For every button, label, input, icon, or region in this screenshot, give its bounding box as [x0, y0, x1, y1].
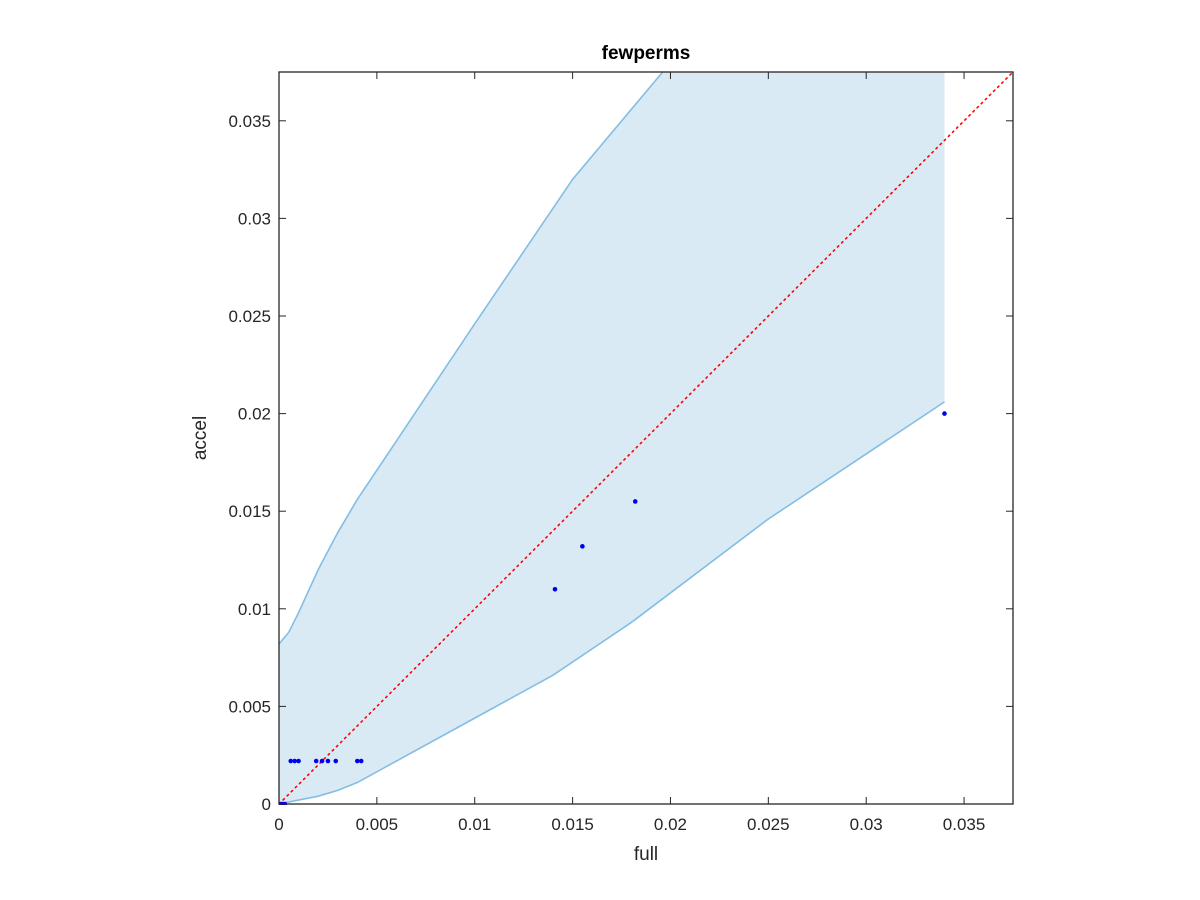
x-tick-label: 0.015 [551, 815, 594, 834]
data-point [354, 758, 360, 764]
identity-line [279, 71, 1014, 805]
y-tick-label: 0.03 [238, 209, 271, 228]
y-tick-label: 0 [262, 795, 271, 814]
x-tick-label: 0 [274, 815, 283, 834]
data-point [325, 758, 331, 764]
axes: 0 0.005 0.01 0.015 0.02 0.025 0.03 0.035 0 0.005 0… [228, 71, 1014, 834]
data-point [552, 586, 558, 592]
y-axis-label: accel [190, 416, 211, 460]
data-point [313, 758, 319, 764]
band-upper-edge [279, 71, 664, 645]
x-tick-label: 0.005 [356, 815, 399, 834]
x-tick-label: 0.03 [850, 815, 883, 834]
data-point [333, 758, 339, 764]
x-tick-label: 0.01 [458, 815, 491, 834]
x-axis-label: full [634, 844, 658, 865]
data-point [319, 758, 325, 764]
axis-labels: fewperms full accel [190, 43, 690, 865]
data-point [358, 758, 364, 764]
x-tick-label: 0.035 [943, 815, 986, 834]
y-tick-label: 0.01 [238, 600, 271, 619]
plot-area [279, 71, 1014, 805]
x-tick-label: 0.025 [747, 815, 790, 834]
chart-title: fewperms [602, 43, 691, 64]
confidence-band-fill [279, 72, 945, 804]
data-point [296, 758, 301, 764]
axes-box [278, 71, 1014, 805]
y-tick-label: 0.02 [238, 405, 271, 424]
x-tick-label: 0.02 [654, 815, 687, 834]
data-point [292, 758, 297, 764]
data-point [632, 499, 638, 504]
data-point [288, 758, 294, 764]
y-tick-label: 0.015 [228, 502, 271, 521]
band-lower-edge [279, 401, 945, 805]
y-tick-label: 0.005 [228, 697, 271, 716]
data-point [580, 544, 585, 549]
data-point [942, 411, 947, 416]
y-tick-label: 0.025 [228, 307, 271, 326]
y-tick-label: 0.035 [228, 112, 271, 131]
